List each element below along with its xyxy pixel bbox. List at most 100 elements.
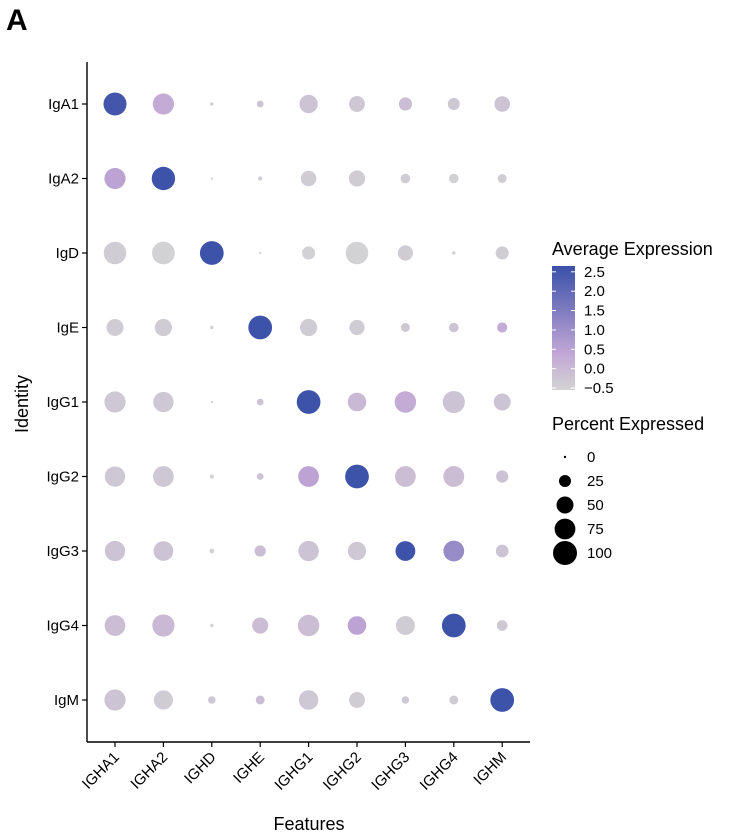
dot — [106, 319, 124, 336]
dot — [497, 322, 508, 333]
color-tick-label: 1.0 — [584, 322, 605, 339]
dot — [443, 540, 465, 562]
dot — [153, 541, 174, 561]
y-tick-label: IgE — [56, 320, 79, 337]
dot — [345, 464, 369, 489]
dot — [349, 96, 365, 112]
dot — [348, 170, 366, 187]
dot — [299, 318, 318, 337]
dot — [210, 177, 213, 180]
dot — [298, 540, 319, 562]
dot — [154, 318, 173, 337]
color-tick-label: 0.5 — [584, 341, 605, 358]
dot — [347, 541, 367, 561]
dot — [441, 613, 466, 638]
x-tick-label: IGHA1 — [79, 749, 123, 793]
size-legend-label: 25 — [587, 473, 604, 490]
dot — [104, 689, 126, 711]
x-ticks: IGHA1 IGHA2 IGHD IGHE IGHG1 IGHG2 IGHG3 IGHG4 IG… — [79, 742, 510, 794]
dot — [452, 251, 456, 255]
panel-label: A — [6, 4, 28, 37]
y-tick-label: IgM — [54, 692, 79, 709]
size-legend-dot — [556, 496, 574, 514]
color-tick-label: 0.0 — [584, 361, 605, 378]
y-tick-label: IgG3 — [46, 543, 79, 560]
y-tick-label: IgA2 — [48, 171, 79, 188]
dot — [395, 541, 416, 561]
size-legend-dot — [563, 455, 567, 459]
dot — [256, 398, 264, 406]
dot — [104, 615, 126, 636]
dot — [152, 241, 175, 265]
y-axis-title: Identity — [12, 375, 32, 433]
dot — [494, 96, 510, 112]
y-tick-label: IgD — [56, 245, 80, 262]
size-legend-dot — [559, 475, 571, 487]
y-tick-label: IgA1 — [48, 96, 79, 113]
dot — [398, 97, 412, 111]
dot — [496, 470, 509, 483]
dot — [199, 241, 224, 265]
dot — [258, 176, 263, 181]
color-tick-label: 2.0 — [584, 283, 605, 300]
dot — [210, 102, 214, 106]
size-legend-label: 50 — [587, 497, 604, 514]
x-tick-label: IGHG3 — [368, 749, 413, 794]
dot — [299, 94, 318, 114]
dot — [259, 251, 262, 255]
dot — [496, 620, 508, 631]
dot — [400, 323, 410, 332]
dot — [347, 616, 367, 635]
dot — [252, 617, 269, 634]
dot — [255, 695, 265, 705]
dot — [401, 696, 410, 704]
dot — [151, 166, 176, 191]
dot — [208, 696, 216, 704]
dot — [296, 390, 321, 414]
color-legend-ticks: 2.5 2.0 1.5 1.0 0.5 0.0 −0.5 — [552, 264, 614, 397]
x-tick-label: IGHG4 — [417, 749, 462, 794]
dot — [256, 100, 264, 108]
dot — [400, 173, 411, 184]
dot — [395, 616, 415, 635]
dot — [300, 170, 317, 187]
dot — [497, 174, 507, 183]
dot — [210, 623, 214, 628]
dot — [447, 98, 460, 110]
size-legend-items: 0 25 50 75 100 — [553, 449, 612, 565]
dot — [442, 390, 465, 414]
dot — [449, 322, 459, 333]
dot — [394, 391, 417, 413]
dot — [493, 393, 511, 411]
size-legend-dot — [553, 541, 577, 565]
dot — [395, 466, 416, 487]
size-legend: Percent Expressed 0 25 50 75 100 — [552, 414, 704, 565]
x-tick-label: IGHG2 — [320, 749, 365, 794]
color-tick-label: 1.5 — [584, 303, 605, 320]
dot — [490, 688, 515, 712]
x-tick-label: IGHD — [181, 749, 220, 788]
dots — [103, 92, 515, 712]
color-tick-label: −0.5 — [584, 380, 614, 397]
dot — [210, 325, 214, 330]
x-axis-title: Features — [273, 814, 344, 834]
color-legend-title: Average Expression — [552, 239, 713, 259]
dot — [104, 391, 126, 413]
color-bar — [552, 266, 575, 390]
dot — [495, 544, 509, 558]
dot — [153, 690, 173, 710]
y-ticks: IgA1 IgA2 IgD IgE IgG1 IgG2 IgG3 IgG4 IgM — [46, 96, 87, 709]
size-legend-label: 100 — [587, 545, 612, 562]
dot — [397, 245, 413, 261]
color-tick-label: 2.5 — [584, 264, 605, 281]
dot — [298, 466, 319, 487]
x-tick-label: IGHA2 — [127, 749, 171, 793]
dot — [345, 241, 369, 265]
dot — [209, 474, 214, 479]
dot — [298, 690, 319, 710]
dot — [349, 692, 365, 708]
y-tick-label: IgG4 — [46, 618, 79, 635]
dot — [209, 548, 215, 554]
dot — [254, 545, 266, 557]
dot — [152, 93, 174, 115]
